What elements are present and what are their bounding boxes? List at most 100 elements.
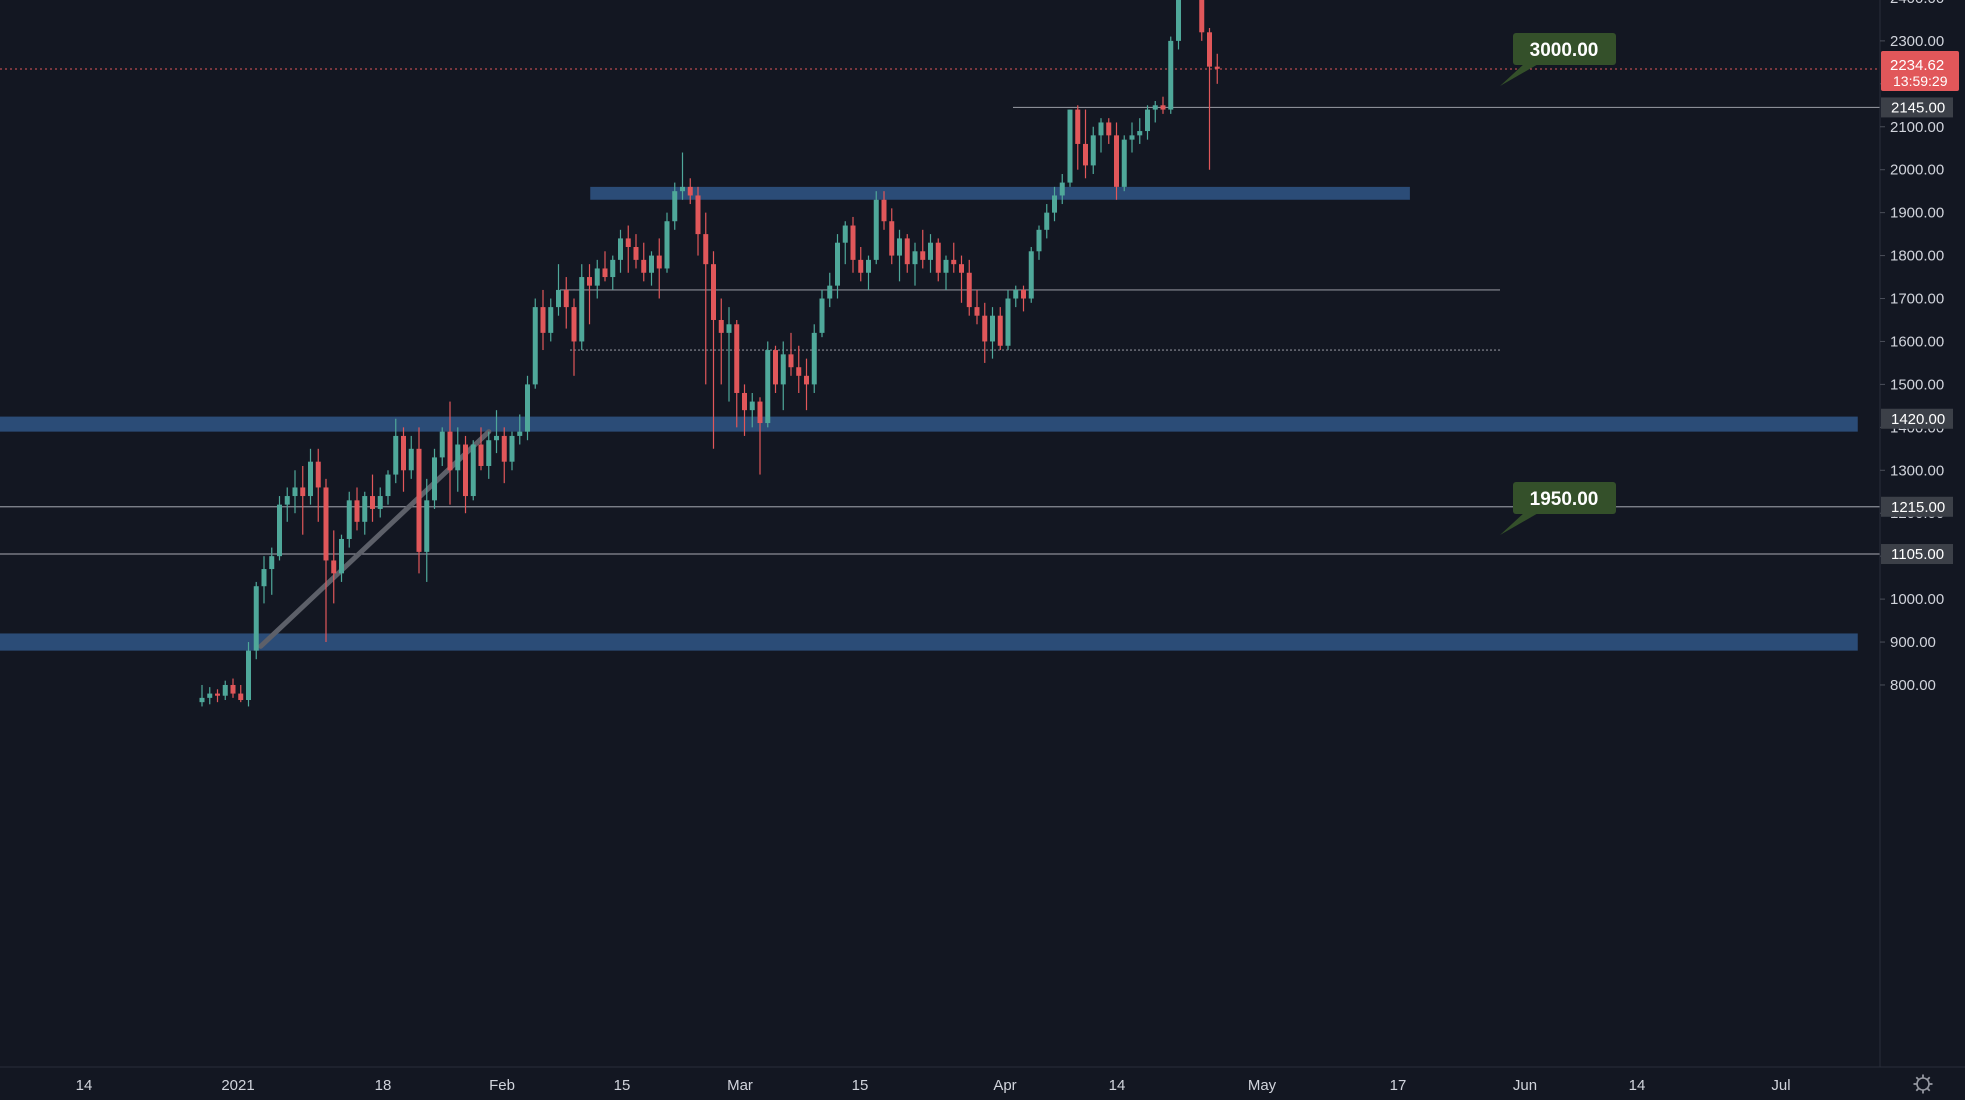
candle-body[interactable] [385,474,391,497]
target-label[interactable]: 1950.00 [1530,489,1599,510]
candle-body[interactable] [1067,109,1073,183]
candle-body[interactable] [633,246,639,260]
candle-body[interactable] [1083,143,1088,166]
candle-body[interactable] [308,461,313,497]
candle-body[interactable] [1214,66,1220,69]
candle-body[interactable] [478,444,484,466]
candle-body[interactable] [548,307,554,333]
candle-body[interactable] [656,255,662,269]
candle-body[interactable] [835,242,840,286]
candle-body[interactable] [331,560,337,574]
candle-body[interactable] [842,225,848,243]
candle-body[interactable] [827,285,833,299]
candle-body[interactable] [370,496,375,509]
candle-body[interactable] [540,307,546,333]
candle-body[interactable] [1052,195,1057,213]
candle-body[interactable] [1207,32,1212,67]
candle-body[interactable] [966,272,972,308]
candle-body[interactable] [959,264,964,273]
candle-body[interactable] [447,431,453,471]
current-price-badge[interactable] [1881,50,1959,91]
candle-body[interactable] [866,259,871,273]
candle-body[interactable] [1199,0,1205,33]
candle-body[interactable] [269,556,275,570]
candle-body[interactable] [238,693,244,701]
candle-body[interactable] [416,448,422,552]
candle-body[interactable] [1106,122,1112,136]
candle-body[interactable] [982,315,988,342]
candle-body[interactable] [486,440,492,466]
candle-body[interactable] [718,319,724,333]
candle-body[interactable] [711,264,716,320]
candle-body[interactable] [215,693,220,696]
candle-body[interactable] [432,457,437,501]
candle-body[interactable] [974,307,980,316]
candle-body[interactable] [943,259,949,273]
candle-body[interactable] [494,435,499,441]
candle-body[interactable] [501,435,507,462]
candle-body[interactable] [253,586,259,651]
candle-body[interactable] [1090,135,1096,166]
candle-body[interactable] [920,251,926,260]
candle-body[interactable] [1114,135,1119,187]
candle-body[interactable] [788,354,794,368]
candle-body[interactable] [935,242,941,273]
zone-band[interactable] [590,186,1410,200]
candle-body[interactable] [587,277,592,286]
candle-body[interactable] [928,242,933,260]
zone-band[interactable] [0,633,1858,651]
candle-body[interactable] [780,354,786,385]
candle-body[interactable] [889,221,895,256]
candle-body[interactable] [804,375,809,385]
candle-body[interactable] [687,186,693,196]
candle-body[interactable] [199,697,205,703]
candle-body[interactable] [525,384,530,432]
candle-body[interactable] [261,569,267,587]
candle-body[interactable] [377,496,383,509]
candle-body[interactable] [765,350,771,424]
level-price-tag[interactable] [1881,408,1953,429]
candle-body[interactable] [912,251,918,265]
candle-body[interactable] [393,435,399,475]
candle-body[interactable] [1013,289,1019,299]
candle-body[interactable] [897,238,902,256]
candle-body[interactable] [703,234,709,265]
candle-body[interactable] [1098,122,1104,136]
candle-body[interactable] [664,221,670,269]
candle-body[interactable] [1021,289,1026,299]
zone-band[interactable] [0,416,1858,432]
candle-body[interactable] [424,500,430,552]
candle-body[interactable] [625,238,631,247]
candle-body[interactable] [1005,298,1011,346]
candle-body[interactable] [300,487,306,497]
candle-body[interactable] [873,199,879,260]
candle-body[interactable] [339,538,344,574]
candle-body[interactable] [819,298,825,333]
candle-body[interactable] [354,500,360,522]
candle-body[interactable] [951,259,957,265]
candle-body[interactable] [742,392,747,411]
candle-body[interactable] [563,289,569,308]
candle-body[interactable] [1129,135,1135,140]
level-price-tag[interactable] [1881,97,1953,118]
candle-body[interactable] [455,444,461,471]
candle-body[interactable] [323,487,329,561]
level-price-tag[interactable] [1881,496,1953,517]
candle-body[interactable] [773,350,778,385]
candle-body[interactable] [571,307,577,342]
candle-body[interactable] [672,191,678,222]
candle-body[interactable] [222,684,228,696]
candle-body[interactable] [408,448,414,471]
candle-body[interactable] [292,487,298,497]
candle-body[interactable] [641,259,647,273]
candle-body[interactable] [1137,131,1143,136]
candle-body[interactable] [401,435,406,471]
candle-body[interactable] [579,277,585,342]
candle-body[interactable] [811,332,817,385]
candle-body[interactable] [757,401,763,424]
candle-body[interactable] [796,367,802,376]
candle-body[interactable] [1028,251,1034,299]
candle-body[interactable] [470,444,476,497]
candle-body[interactable] [680,186,685,192]
candle-body[interactable] [649,255,654,273]
